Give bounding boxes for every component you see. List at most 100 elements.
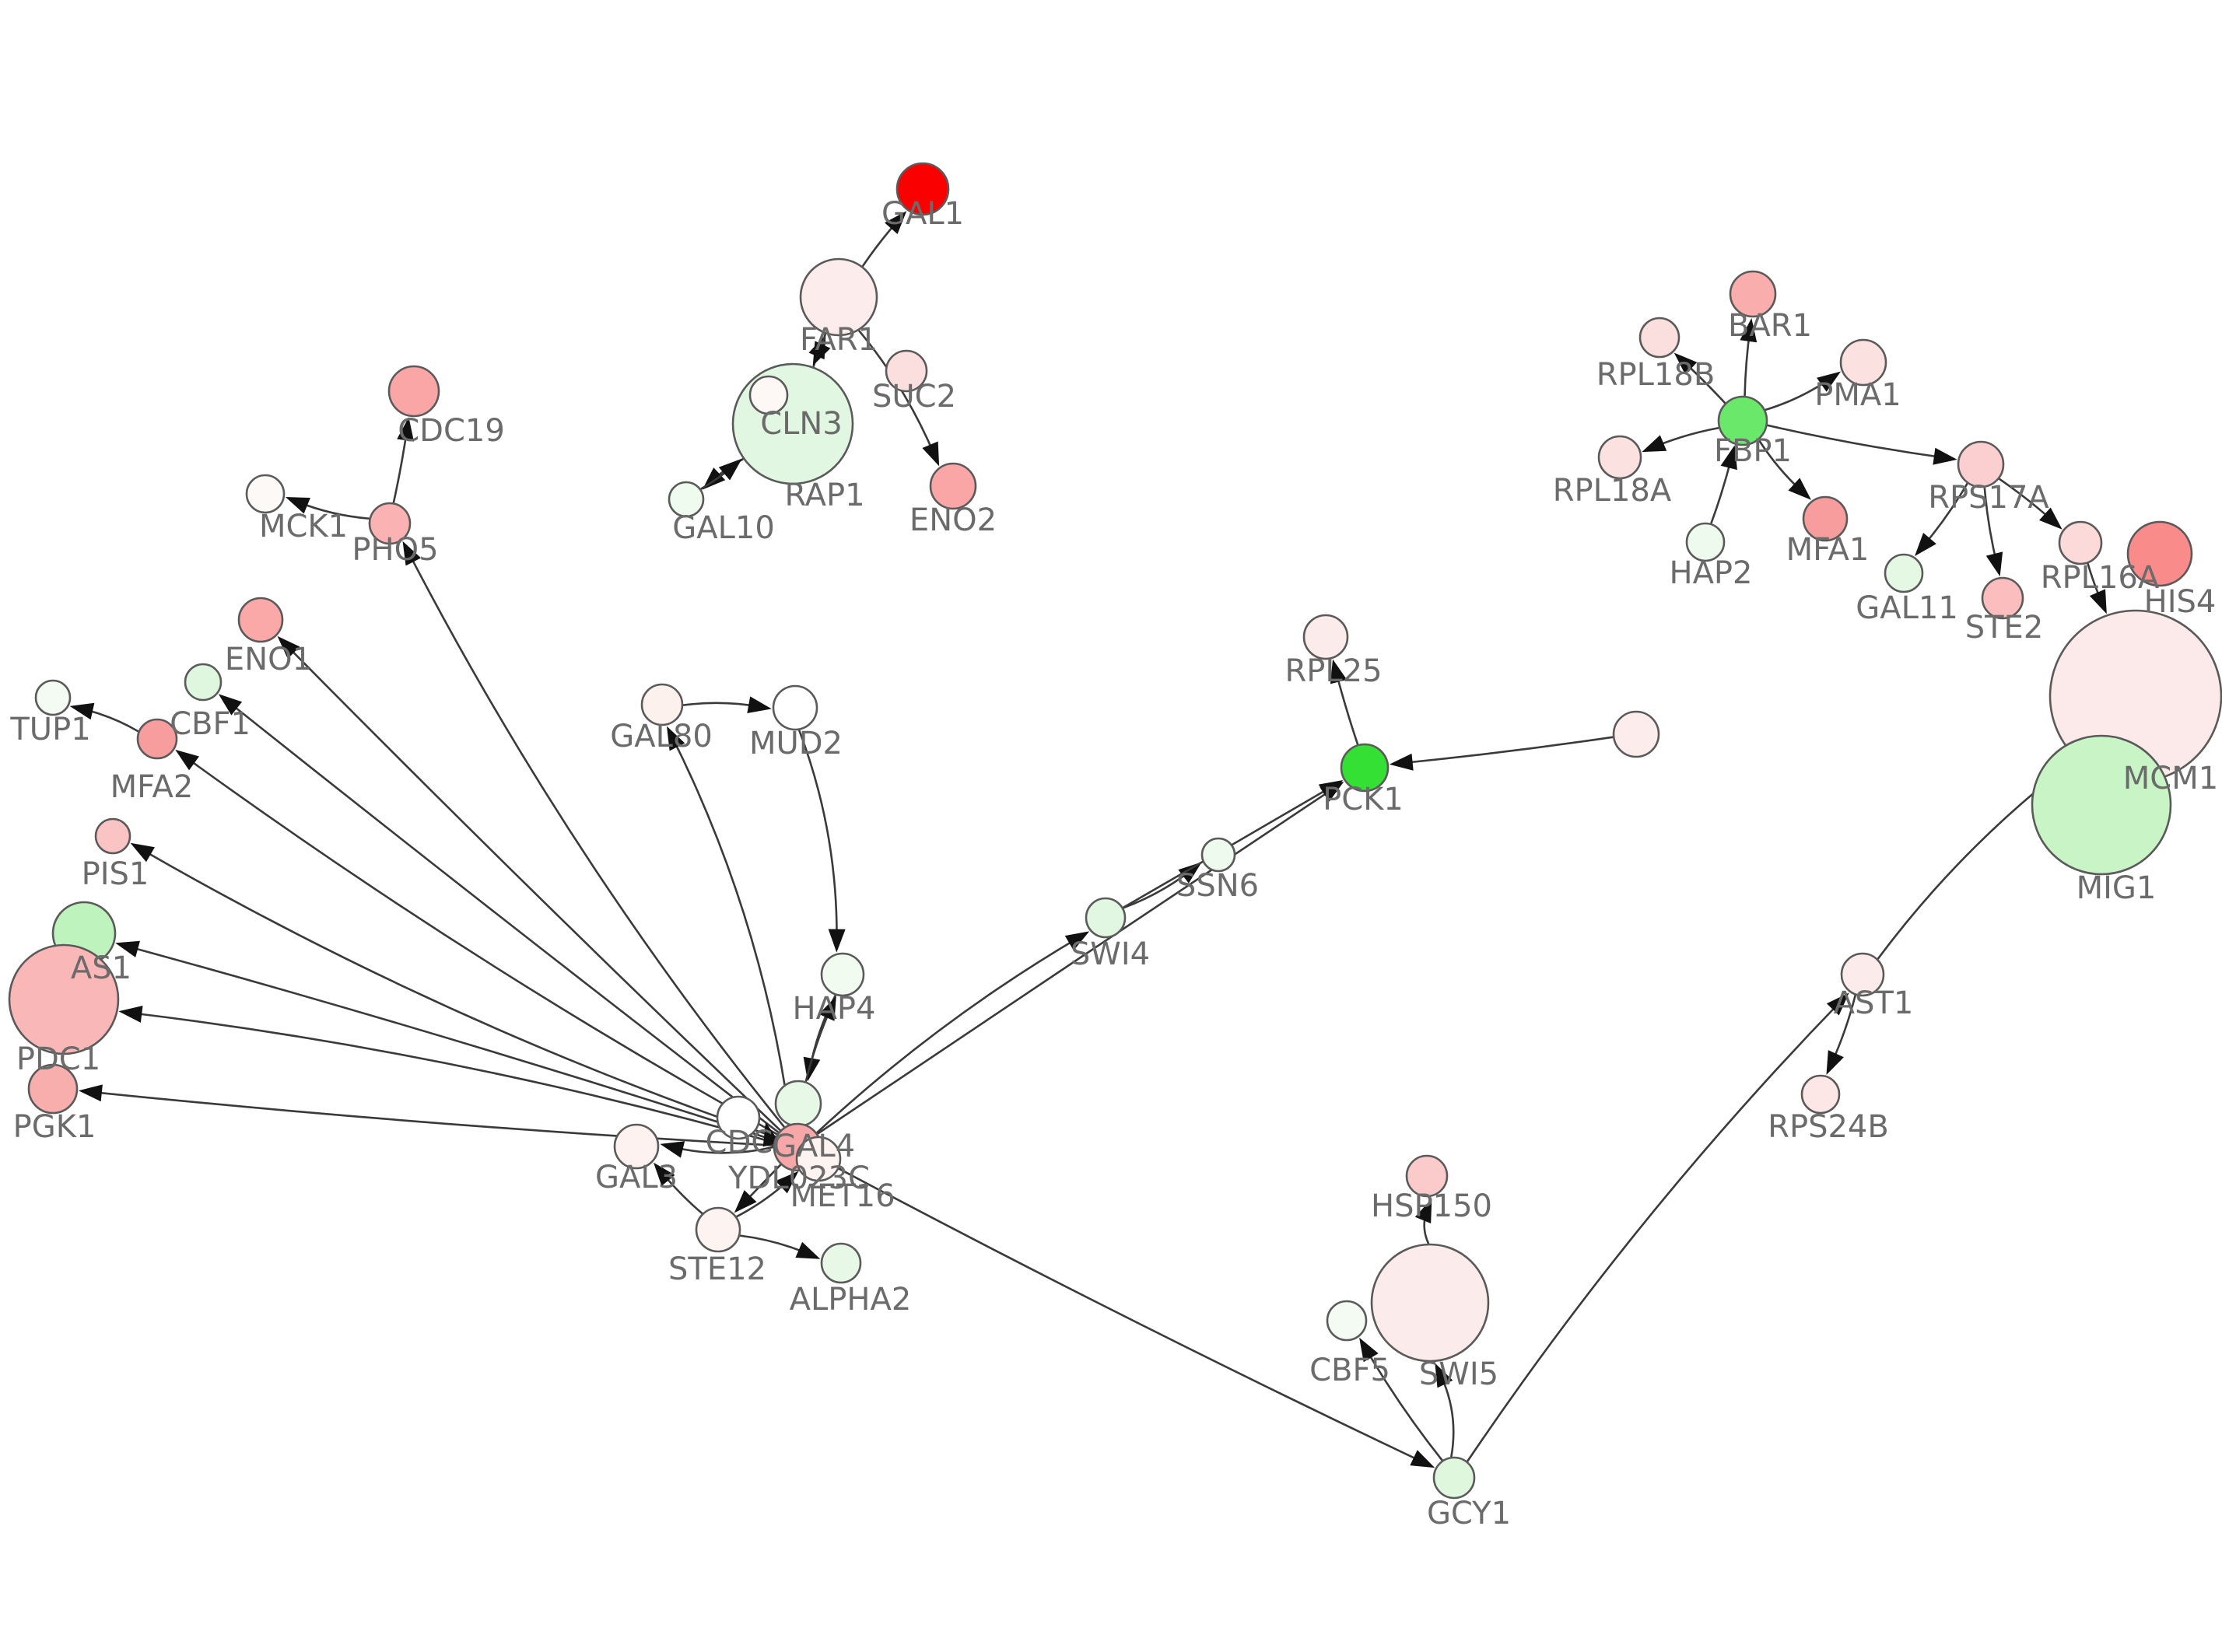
- node-mck1[interactable]: [245, 474, 286, 514]
- node-label-rps17a: RPS17A: [1928, 480, 2049, 516]
- edge-gal4-to-pho5: [406, 550, 786, 1128]
- node-pdc1[interactable]: [8, 943, 120, 1055]
- node-fbp1[interactable]: [1717, 395, 1768, 446]
- arrowhead-swi5-to-hsp150: [1414, 1199, 1432, 1223]
- node-mud2[interactable]: [772, 684, 818, 731]
- node-cdc[interactable]: [716, 1095, 761, 1140]
- node-pck1[interactable]: [1340, 743, 1390, 793]
- node-gal80[interactable]: [640, 683, 684, 726]
- node-ast1[interactable]: [1840, 952, 1885, 997]
- node-suc2[interactable]: [885, 349, 928, 393]
- arrowhead-gal4-to-swi4: [1064, 931, 1090, 951]
- node-cdc19[interactable]: [387, 365, 440, 418]
- arrowhead-hap2-to-fbp1: [1720, 445, 1737, 471]
- node-his4[interactable]: [2126, 520, 2193, 587]
- node-rpl16a[interactable]: [2058, 520, 2103, 565]
- node-cbf1[interactable]: [184, 663, 223, 702]
- arrowhead-mfa2-to-tup1: [69, 702, 95, 720]
- node-mfa1[interactable]: [1802, 495, 1849, 542]
- arrowhead-gal10-to-rap1: [718, 458, 742, 481]
- arrowhead-fbp1-to-mfa1: [1788, 478, 1811, 500]
- arrowhead-met16-to-hap4: [818, 996, 836, 1021]
- node-label-hsp150: HSP150: [1371, 1188, 1492, 1224]
- node-swi5[interactable]: [1370, 1243, 1490, 1363]
- node-hsp150[interactable]: [1405, 1154, 1449, 1198]
- node-label-cln3: CLN3: [760, 406, 843, 442]
- node-pgk1[interactable]: [27, 1063, 79, 1115]
- arrowhead-gal4-to-pho5: [402, 541, 422, 566]
- node-gal10[interactable]: [668, 481, 705, 518]
- node-label-mcm1: MCM1: [2123, 761, 2218, 796]
- node-label-gal1: GAL1: [881, 196, 964, 232]
- node-label-cbf5: CBF5: [1309, 1353, 1390, 1388]
- node-eno1[interactable]: [237, 597, 284, 643]
- node-label-tup1: TUP1: [9, 712, 90, 747]
- arrowhead-gcy1-to-ast1: [1826, 992, 1849, 1016]
- node-rpl18a[interactable]: [1597, 435, 1642, 480]
- node-label-suc2: SUC2: [872, 379, 956, 415]
- node-label-rap1: RAP1: [784, 478, 864, 513]
- node-gcy1[interactable]: [1432, 1456, 1476, 1500]
- node-label-mfa1: MFA1: [1786, 532, 1870, 568]
- node-ste12[interactable]: [695, 1206, 741, 1253]
- node-label-rpl18b: RPL18B: [1596, 357, 1716, 393]
- node-label-gal80: GAL80: [610, 719, 713, 754]
- node-label-cdc19: CDC19: [398, 413, 505, 449]
- node-hap2[interactable]: [1685, 522, 1726, 562]
- node-hap4[interactable]: [820, 952, 865, 997]
- arrowhead-gal4-to-ste12: [734, 1190, 757, 1213]
- arrowhead-far1-to-gal1: [885, 211, 907, 234]
- edge-mud2-to-hap4: [797, 730, 838, 942]
- edge-gal4-to-cbf1: [226, 700, 780, 1133]
- node-gal3[interactable]: [613, 1123, 660, 1170]
- node-mig1[interactable]: [2031, 734, 2172, 876]
- node-label-far1: FAR1: [800, 322, 878, 358]
- arrowhead-far1-to-rap1: [812, 341, 831, 366]
- node-swi4[interactable]: [1085, 897, 1127, 939]
- node-label-gal11: GAL11: [1856, 590, 1958, 626]
- node-label-gal3: GAL3: [595, 1160, 678, 1195]
- arrowhead-fbp1-to-rpl18b: [1674, 352, 1698, 375]
- node-label-ydl023c: YDL023C: [727, 1160, 870, 1196]
- arrowhead-rps17a-to-rpl16a: [2038, 507, 2063, 530]
- arrowhead-gal4-to-gal3: [660, 1141, 685, 1158]
- node-rps24b[interactable]: [1800, 1074, 1841, 1115]
- arrowhead-gal4-to-gal80: [667, 726, 685, 751]
- arrowhead-pho5-to-cdc19: [397, 417, 415, 442]
- node-unlabeled1[interactable]: [1612, 710, 1660, 758]
- edge-gal4-to-pck1: [817, 786, 1336, 1135]
- arrowhead-fbp1-to-rpl18a: [1642, 435, 1667, 453]
- node-alpha2[interactable]: [820, 1242, 862, 1284]
- node-rps17a[interactable]: [1957, 440, 2005, 488]
- node-ydl023c[interactable]: [795, 1136, 842, 1182]
- node-cbf5[interactable]: [1326, 1300, 1368, 1342]
- node-ssn6[interactable]: [1200, 837, 1236, 873]
- label-layer: GAL1 FAR1 SUC2 ENO2 RAP1 CLN3 GAL10 CDC19 MCK1PH…: [9, 196, 2218, 1531]
- node-tup1[interactable]: [34, 679, 72, 716]
- node-rpl25[interactable]: [1302, 614, 1349, 660]
- arrowhead-ste12-to-gal3: [653, 1162, 675, 1186]
- node-gal1[interactable]: [895, 162, 950, 216]
- node-far1[interactable]: [799, 257, 878, 337]
- node-pma1[interactable]: [1839, 338, 1887, 387]
- node-pis1[interactable]: [94, 817, 131, 855]
- arrowhead-gal4-to-pdc1: [118, 1005, 143, 1023]
- node-gal11[interactable]: [1884, 553, 1924, 593]
- node-cln3[interactable]: [748, 375, 789, 415]
- node-layer: [8, 162, 2222, 1500]
- node-label-cdc: CDC: [706, 1125, 773, 1160]
- node-ste2[interactable]: [1981, 576, 2024, 620]
- node-rpl18b[interactable]: [1638, 317, 1681, 359]
- node-label-met16: MET16: [790, 1178, 895, 1214]
- node-mfa2[interactable]: [136, 718, 178, 760]
- node-eno2[interactable]: [929, 462, 977, 510]
- edge-gcy1-to-ast1: [1466, 999, 1842, 1462]
- node-pho5[interactable]: [368, 502, 412, 545]
- node-label-ssn6: SSN6: [1176, 868, 1259, 904]
- node-label-gcy1: GCY1: [1427, 1496, 1511, 1531]
- edge-gal4-to-mfa2: [183, 754, 778, 1136]
- node-bar1[interactable]: [1729, 270, 1777, 318]
- node-label-gal10: GAL10: [672, 510, 775, 546]
- arrowhead-pck1-to-rpl25: [1330, 659, 1348, 684]
- node-met16[interactable]: [774, 1080, 822, 1128]
